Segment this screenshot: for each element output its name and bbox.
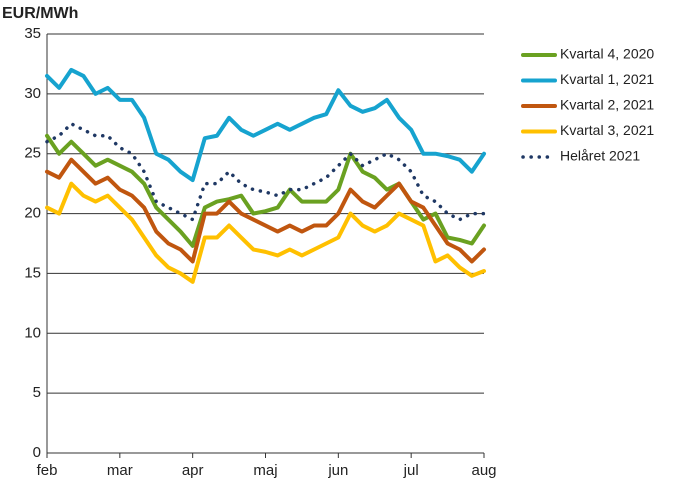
- x-tick-label: mar: [107, 462, 133, 479]
- x-tick-label: maj: [253, 462, 277, 479]
- y-tick-label: 30: [24, 85, 41, 102]
- y-tick-label: 5: [33, 384, 41, 401]
- y-axis-label: EUR/MWh: [2, 5, 78, 22]
- legend-label: Kvartal 4, 2020: [560, 46, 654, 62]
- y-tick-label: 10: [24, 324, 41, 341]
- y-tick-label: 15: [24, 264, 41, 281]
- y-tick-label: 0: [33, 444, 41, 461]
- y-tick-label: 20: [24, 205, 41, 222]
- x-tick-label: jun: [327, 462, 348, 479]
- series-line: [45, 157, 486, 264]
- series-line: [45, 133, 486, 248]
- x-tick-label: apr: [182, 462, 204, 479]
- y-tick-label: 25: [24, 145, 41, 162]
- legend-label: Kvartal 2, 2021: [560, 97, 654, 113]
- x-tick-label: feb: [37, 462, 58, 479]
- legend-label: Helåret 2021: [560, 148, 640, 164]
- legend-label: Kvartal 1, 2021: [560, 71, 654, 87]
- x-tick-label: jul: [403, 462, 419, 479]
- x-tick-label: aug: [471, 462, 496, 479]
- y-tick-label: 35: [24, 25, 41, 42]
- series-line: [45, 67, 486, 183]
- series-line: [45, 181, 486, 284]
- legend-label: Kvartal 3, 2021: [560, 122, 654, 138]
- series-line: [45, 122, 486, 222]
